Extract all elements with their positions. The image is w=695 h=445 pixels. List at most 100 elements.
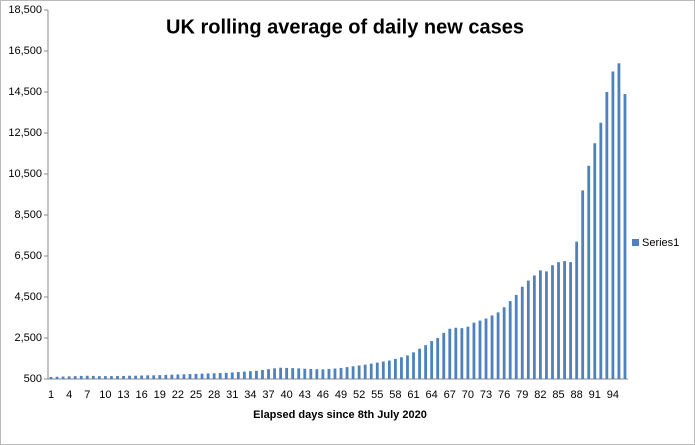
x-tick-label: 31 — [226, 389, 238, 401]
x-tick-label: 88 — [571, 389, 583, 401]
x-tick-label: 79 — [516, 389, 528, 401]
bar — [448, 328, 452, 379]
bar — [345, 367, 349, 379]
bar — [170, 374, 174, 379]
x-tick-label: 1 — [48, 389, 54, 401]
x-tick-label: 70 — [462, 389, 474, 401]
bar — [182, 374, 186, 379]
bar — [212, 373, 216, 379]
bar — [351, 366, 355, 379]
bar — [430, 341, 434, 379]
bar — [103, 376, 107, 379]
x-tick-label: 46 — [317, 389, 329, 401]
bar — [176, 374, 180, 379]
bar — [532, 275, 536, 379]
bar — [393, 358, 397, 379]
bar — [61, 376, 65, 379]
legend-label: Series1 — [642, 237, 679, 249]
bar — [327, 368, 331, 379]
y-tick-label: 12,500 — [8, 127, 42, 139]
bar — [116, 375, 119, 379]
bar — [484, 318, 488, 379]
bar — [218, 373, 222, 379]
x-tick-label: 85 — [552, 389, 564, 401]
bar — [369, 363, 373, 379]
bar — [67, 376, 71, 379]
bar — [91, 375, 95, 379]
x-tick-label: 64 — [426, 389, 438, 401]
bar — [502, 307, 506, 379]
x-tick-label: 91 — [589, 389, 601, 401]
bar — [200, 373, 204, 379]
bar — [236, 372, 240, 379]
y-tick-label: 8,500 — [14, 209, 42, 221]
bar — [194, 373, 198, 379]
bar — [285, 367, 289, 379]
bar — [261, 369, 264, 379]
bar — [248, 371, 252, 379]
bar — [152, 375, 156, 379]
bar — [357, 365, 361, 379]
x-tick-label: 16 — [136, 389, 148, 401]
bar — [224, 372, 228, 379]
bar — [297, 368, 301, 379]
x-tick-label: 61 — [407, 389, 419, 401]
bar — [146, 375, 150, 379]
x-tick-label: 10 — [99, 389, 111, 401]
bar — [514, 294, 518, 379]
bar — [309, 368, 313, 379]
bar — [496, 312, 500, 379]
y-tick-label: 6,500 — [14, 250, 42, 262]
bar — [538, 270, 542, 379]
bar — [49, 376, 53, 379]
bar — [73, 376, 77, 379]
bar — [279, 367, 283, 379]
x-axis-label: Elapsed days since 8th July 2020 — [253, 409, 427, 421]
bar — [520, 286, 524, 379]
bar — [436, 338, 440, 379]
bar — [406, 355, 409, 379]
bar — [164, 374, 168, 379]
bar — [381, 361, 385, 379]
bar — [412, 352, 415, 379]
chart-title: UK rolling average of daily new cases — [166, 16, 524, 38]
bar — [97, 376, 101, 379]
x-tick-label: 25 — [190, 389, 202, 401]
bar — [303, 368, 307, 379]
x-tick-label: 19 — [154, 389, 166, 401]
x-tick-label: 58 — [389, 389, 401, 401]
bar — [267, 369, 270, 379]
bar — [460, 328, 464, 379]
bar — [134, 375, 138, 379]
y-tick-label: 14,500 — [8, 86, 42, 98]
bar — [55, 376, 59, 379]
x-tick-label: 37 — [262, 389, 274, 401]
y-tick-label: 500 — [24, 373, 42, 385]
bar — [442, 332, 446, 379]
bar — [400, 357, 403, 379]
bar — [79, 375, 83, 379]
bar — [490, 315, 494, 379]
bar — [466, 326, 470, 379]
x-tick-label: 40 — [281, 389, 293, 401]
bar — [508, 301, 512, 379]
x-tick-label: 28 — [208, 389, 220, 401]
bar — [339, 367, 343, 379]
x-tick-label: 4 — [66, 389, 72, 401]
bar — [140, 375, 144, 379]
bar — [230, 372, 234, 379]
bar — [617, 63, 621, 380]
bar — [255, 370, 258, 379]
bar — [188, 374, 192, 379]
bar — [569, 262, 573, 379]
bar — [206, 373, 210, 379]
bar — [581, 190, 585, 379]
x-tick-label: 55 — [371, 389, 383, 401]
bar — [454, 327, 458, 379]
bar — [551, 265, 554, 379]
bar — [128, 375, 131, 379]
bar — [242, 371, 246, 379]
bar — [599, 122, 603, 379]
bar — [110, 376, 113, 379]
